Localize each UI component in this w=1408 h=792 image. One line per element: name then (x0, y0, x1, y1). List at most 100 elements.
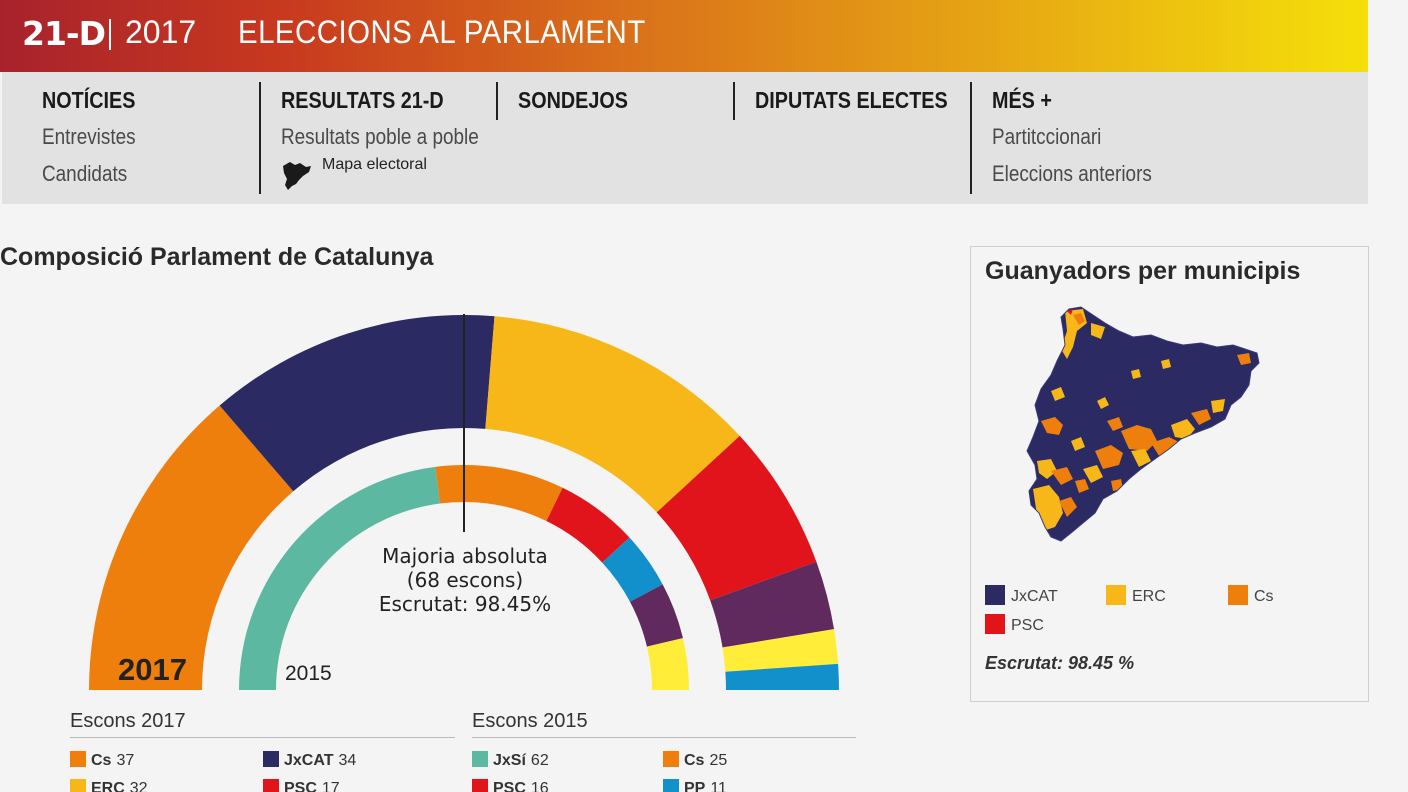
legend-party: JxCAT (284, 752, 334, 769)
majority-seats-text: (68 escons) (406, 568, 524, 592)
map-legend-label: JxCAT (1011, 588, 1058, 605)
banner-year: 2017 (125, 14, 197, 50)
legend-divider (472, 737, 856, 738)
nav-heading-resultats[interactable]: RESULTATS 21-D (281, 87, 444, 113)
seat-segment-catcomú-podem[interactable] (710, 561, 835, 648)
map-scrutinized: Escrutat: 98.45 % (985, 653, 1135, 673)
majority-text: Majoria absoluta (382, 544, 548, 568)
legend-swatch (263, 779, 279, 792)
legend-divider (70, 737, 455, 738)
seat-segment-csqep[interactable] (629, 584, 683, 647)
legend-seats: 34 (338, 752, 357, 769)
legend-seats: 11 (710, 780, 727, 792)
seat-segment-cs[interactable] (435, 465, 563, 522)
legend-seats: 62 (530, 752, 549, 769)
legend-2015-title: Escons 2015 (472, 710, 588, 732)
nav-divider (733, 82, 735, 120)
seat-segment-pp[interactable] (725, 663, 839, 690)
seat-segment-erc[interactable] (485, 316, 740, 513)
catalonia-municipal-map[interactable] (1011, 301, 1271, 561)
parliament-hemicycle-chart (89, 314, 839, 690)
nav-col-diputats: DIPUTATS ELECTES (755, 82, 979, 118)
legend-party: PP (684, 780, 706, 792)
legend-swatch (663, 779, 679, 792)
legend-swatch (70, 751, 86, 767)
seat-segment-cup[interactable] (722, 629, 839, 672)
nav-col-sondejos: SONDEJOS (518, 82, 646, 118)
legend-item: ERC 32 (70, 779, 148, 792)
legend-seats: 32 (129, 780, 148, 792)
nav-divider (496, 82, 498, 120)
catalonia-map-icon (283, 162, 311, 190)
nav-heading-sondejos[interactable]: SONDEJOS (518, 87, 628, 113)
nav-col-noticies: NOTÍCIES Entrevistes Candidats (42, 82, 151, 192)
nav-heading-diputats-electes[interactable]: DIPUTATS ELECTES (755, 87, 948, 113)
map-legend-item: ERC (1106, 585, 1166, 606)
banner-tag: 21-D (22, 14, 106, 53)
nav-item-entrevistes[interactable]: Entrevistes (42, 124, 136, 149)
majority-label: Majoria absoluta (68 escons) Escrutat: 9… (340, 544, 590, 616)
legend-item: PSC 16 (472, 779, 549, 792)
map-legend-label: ERC (1132, 588, 1166, 605)
header-banner[interactable]: 21-D 2017 ELECCIONS AL PARLAMENT (0, 0, 1368, 72)
nav-item-mapa-electoral[interactable]: Mapa electoral (322, 156, 427, 173)
nav-col-resultats: RESULTATS 21-D Resultats poble a poble (281, 82, 511, 155)
banner-separator (109, 19, 111, 50)
nav-divider (970, 82, 972, 194)
municipal-winners-card: Guanyadors per municipis (970, 246, 1369, 702)
legend-item: JxCAT 34 (263, 751, 356, 770)
legend-seats: 25 (709, 752, 728, 769)
legend-swatch (663, 751, 679, 767)
year-2017-label: 2017 (118, 652, 187, 687)
nav-item-candidats[interactable]: Candidats (42, 161, 128, 186)
seat-segment-psc[interactable] (656, 435, 817, 601)
legend-party: PSC (284, 780, 317, 792)
ring-2015 (239, 465, 689, 690)
legend-item: Cs 37 (70, 751, 134, 770)
nav-item-partitccionari[interactable]: Partitccionari (992, 124, 1102, 149)
legend-2017-title: Escons 2017 (70, 710, 186, 732)
nav-item-resultats-poble[interactable]: Resultats poble a poble (281, 124, 479, 149)
legend-party: Cs (684, 752, 705, 769)
seat-segment-cs[interactable] (89, 405, 294, 690)
legend-item: JxSí 62 (472, 751, 549, 770)
map-legend-label: Cs (1254, 588, 1274, 605)
map-legend-swatch (985, 585, 1005, 605)
legend-item: PP 11 (663, 779, 727, 792)
seat-segment-pp[interactable] (602, 537, 663, 602)
ring-2017 (89, 315, 839, 690)
scrutinized-text: Escrutat: 98.45% (378, 592, 552, 616)
nav-heading-noticies[interactable]: NOTÍCIES (42, 87, 136, 113)
map-legend-item: PSC (985, 614, 1044, 635)
legend-seats: 17 (321, 780, 340, 792)
legend-item: Cs 25 (663, 751, 727, 770)
main-navigation: NOTÍCIES Entrevistes Candidats RESULTATS… (2, 72, 1368, 204)
seat-segment-jxsí[interactable] (239, 466, 441, 690)
map-legend-item: Cs (1228, 585, 1274, 606)
legend-swatch (472, 751, 488, 767)
legend-seats: 37 (116, 752, 135, 769)
seat-segment-psc[interactable] (546, 487, 630, 563)
map-legend-swatch (985, 614, 1005, 634)
legend-swatch (70, 779, 86, 792)
legend-swatch (263, 751, 279, 767)
legend-item: PSC 17 (263, 779, 340, 792)
seat-segment-cup[interactable] (646, 638, 689, 690)
map-legend-item: JxCAT (985, 585, 1058, 606)
map-legend-swatch (1106, 585, 1126, 605)
seat-segment-jxcat[interactable] (219, 315, 495, 492)
nav-item-eleccions-anteriors[interactable]: Eleccions anteriors (992, 161, 1152, 186)
nav-heading-mes[interactable]: MÉS + (992, 87, 1052, 113)
map-legend-label: PSC (1011, 617, 1044, 634)
nav-divider (259, 82, 261, 194)
legend-seats: 16 (530, 780, 549, 792)
legend-party: JxSí (493, 752, 526, 769)
nav-col-mes: MÉS + Partitccionari Eleccions anteriors (992, 82, 1178, 192)
legend-party: ERC (91, 780, 125, 792)
map-title: Guanyadors per municipis (985, 257, 1301, 285)
banner-title: ELECCIONS AL PARLAMENT (238, 14, 646, 50)
map-legend-swatch (1228, 585, 1248, 605)
parliament-title: Composició Parlament de Catalunya (0, 243, 434, 271)
legend-party: PSC (493, 780, 526, 792)
year-2015-label: 2015 (285, 662, 332, 685)
